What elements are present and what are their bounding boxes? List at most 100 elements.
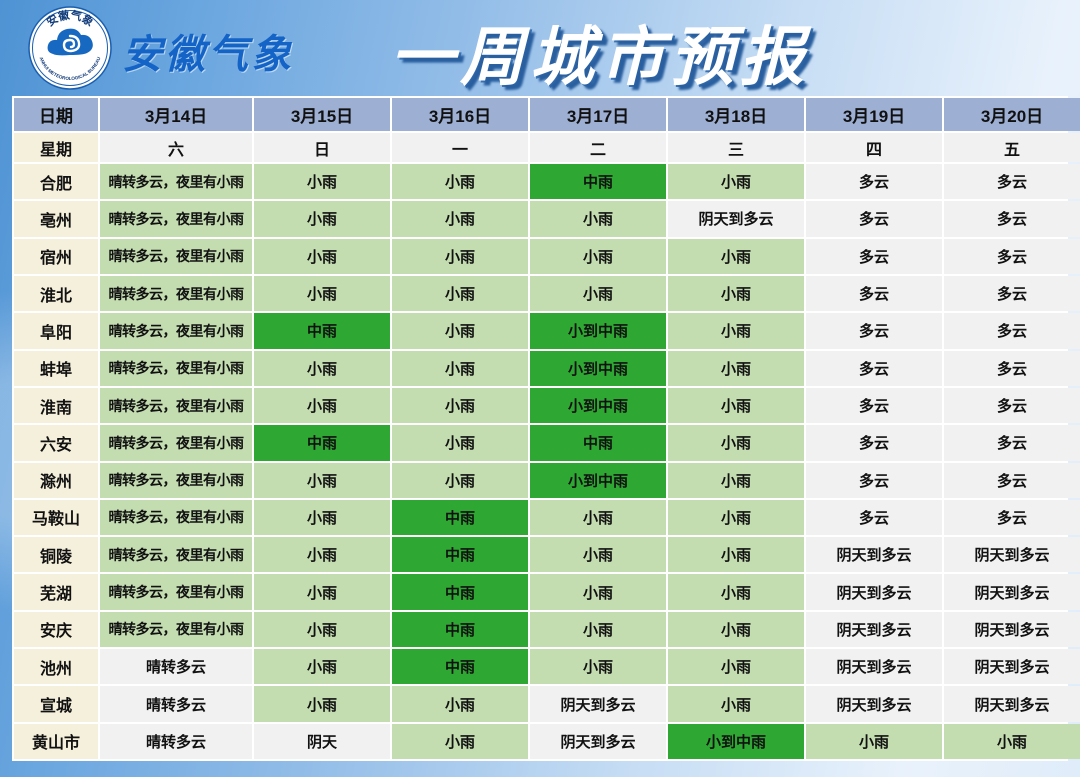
forecast-cell: 小雨 bbox=[254, 499, 390, 536]
forecast-cell: 小雨 bbox=[254, 649, 390, 685]
forecast-cell: 小到中雨 bbox=[668, 723, 804, 759]
forecast-cell: 小雨 bbox=[668, 238, 804, 274]
forecast-cell: 小雨 bbox=[530, 611, 666, 648]
forecast-cell: 小雨 bbox=[254, 201, 390, 237]
forecast-cell: 晴转多云 bbox=[100, 686, 252, 722]
forecast-cell: 小雨 bbox=[254, 238, 390, 274]
city-name: 蚌埠 bbox=[14, 350, 98, 386]
date-header: 3月15日 bbox=[254, 98, 390, 131]
date-header: 3月16日 bbox=[392, 98, 528, 131]
city-name: 马鞍山 bbox=[14, 499, 98, 536]
forecast-cell: 小雨 bbox=[254, 574, 390, 610]
city-name: 池州 bbox=[14, 649, 98, 685]
date-header: 3月20日 bbox=[944, 98, 1080, 131]
forecast-cell: 小雨 bbox=[530, 537, 666, 573]
city-name: 宿州 bbox=[14, 238, 98, 274]
forecast-cell: 中雨 bbox=[530, 425, 666, 461]
forecast-cell: 小雨 bbox=[392, 462, 528, 498]
forecast-cell: 多云 bbox=[944, 462, 1080, 498]
forecast-cell: 小雨 bbox=[254, 275, 390, 312]
forecast-cell: 中雨 bbox=[530, 164, 666, 200]
forecast-cell: 小雨 bbox=[668, 649, 804, 685]
forecast-cell: 中雨 bbox=[392, 537, 528, 573]
city-name: 铜陵 bbox=[14, 537, 98, 573]
org-name: 安徽气象 bbox=[122, 33, 294, 77]
forecast-cell: 小雨 bbox=[668, 313, 804, 349]
forecast-cell: 多云 bbox=[944, 425, 1080, 461]
forecast-cell: 小雨 bbox=[392, 425, 528, 461]
forecast-cell: 小雨 bbox=[806, 723, 942, 759]
forecast-table: 日期 3月14日 3月15日 3月16日 3月17日 3月18日 3月19日 3月20日 星期六… bbox=[12, 96, 1080, 761]
anhui-meteorology-logo-icon: 安徽气象 ANHUI METEOROLOGICAL BUREAU bbox=[28, 6, 112, 90]
forecast-cell: 小雨 bbox=[530, 499, 666, 536]
forecast-cell: 晴转多云，夜里有小雨 bbox=[100, 275, 252, 312]
forecast-cell: 小雨 bbox=[530, 649, 666, 685]
forecast-cell: 阴天到多云 bbox=[806, 649, 942, 685]
forecast-cell: 小到中雨 bbox=[530, 313, 666, 349]
forecast-cell: 小雨 bbox=[392, 164, 528, 200]
city-name: 滁州 bbox=[14, 462, 98, 498]
forecast-cell: 中雨 bbox=[254, 425, 390, 461]
forecast-cell: 小雨 bbox=[668, 387, 804, 424]
forecast-cell: 阴天到多云 bbox=[530, 723, 666, 759]
forecast-cell: 晴转多云，夜里有小雨 bbox=[100, 238, 252, 274]
forecast-cell: 小雨 bbox=[254, 611, 390, 648]
date-row-label: 日期 bbox=[14, 98, 98, 131]
forecast-cell: 多云 bbox=[806, 462, 942, 498]
forecast-cell: 多云 bbox=[944, 275, 1080, 312]
forecast-cell: 多云 bbox=[806, 350, 942, 386]
forecast-cell: 多云 bbox=[806, 425, 942, 461]
forecast-cell: 小雨 bbox=[530, 238, 666, 274]
forecast-cell: 小雨 bbox=[254, 686, 390, 722]
forecast-cell: 晴转多云，夜里有小雨 bbox=[100, 499, 252, 536]
forecast-cell: 晴转多云，夜里有小雨 bbox=[100, 313, 252, 349]
date-header: 3月17日 bbox=[530, 98, 666, 131]
forecast-cell: 多云 bbox=[806, 238, 942, 274]
forecast-cell: 中雨 bbox=[392, 574, 528, 610]
city-name: 六安 bbox=[14, 425, 98, 461]
forecast-cell: 小雨 bbox=[254, 462, 390, 498]
forecast-cell: 小雨 bbox=[392, 313, 528, 349]
weekday-header: 日 bbox=[254, 133, 390, 162]
page-title: 一周城市预报 bbox=[390, 21, 810, 93]
forecast-cell: 晴转多云 bbox=[100, 649, 252, 685]
forecast-cell: 多云 bbox=[806, 201, 942, 237]
forecast-cell: 小雨 bbox=[668, 574, 804, 610]
forecast-cell: 小雨 bbox=[530, 201, 666, 237]
city-name: 黄山市 bbox=[14, 723, 98, 759]
forecast-cell: 阴天到多云 bbox=[944, 537, 1080, 573]
forecast-cell: 小雨 bbox=[668, 275, 804, 312]
forecast-cell: 小雨 bbox=[392, 686, 528, 722]
city-name: 芜湖 bbox=[14, 574, 98, 610]
forecast-cell: 小到中雨 bbox=[530, 350, 666, 386]
forecast-cell: 多云 bbox=[944, 313, 1080, 349]
date-header: 3月14日 bbox=[100, 98, 252, 131]
page-header: 安徽气象 ANHUI METEOROLOGICAL BUREAU 安徽气象 一周… bbox=[0, 0, 1080, 96]
forecast-cell: 小到中雨 bbox=[530, 462, 666, 498]
forecast-cell: 多云 bbox=[806, 499, 942, 536]
weekday-header: 五 bbox=[944, 133, 1080, 162]
forecast-cell: 小到中雨 bbox=[530, 387, 666, 424]
forecast-cell: 阴天到多云 bbox=[806, 611, 942, 648]
forecast-cell: 小雨 bbox=[392, 201, 528, 237]
forecast-cell: 多云 bbox=[806, 387, 942, 424]
forecast-cell: 小雨 bbox=[254, 164, 390, 200]
date-header: 3月19日 bbox=[806, 98, 942, 131]
city-name: 阜阳 bbox=[14, 313, 98, 349]
city-name: 淮北 bbox=[14, 275, 98, 312]
forecast-cell: 中雨 bbox=[254, 313, 390, 349]
forecast-cell: 多云 bbox=[944, 350, 1080, 386]
forecast-cell: 小雨 bbox=[392, 238, 528, 274]
weekday-header: 二 bbox=[530, 133, 666, 162]
forecast-cell: 多云 bbox=[806, 275, 942, 312]
city-name: 宣城 bbox=[14, 686, 98, 722]
forecast-cell: 晴转多云，夜里有小雨 bbox=[100, 350, 252, 386]
forecast-cell: 小雨 bbox=[392, 350, 528, 386]
forecast-cell: 小雨 bbox=[530, 275, 666, 312]
forecast-cell: 小雨 bbox=[392, 387, 528, 424]
forecast-cell: 中雨 bbox=[392, 499, 528, 536]
forecast-cell: 多云 bbox=[806, 164, 942, 200]
forecast-cell: 阴天到多云 bbox=[668, 201, 804, 237]
forecast-cell: 阴天到多云 bbox=[944, 649, 1080, 685]
